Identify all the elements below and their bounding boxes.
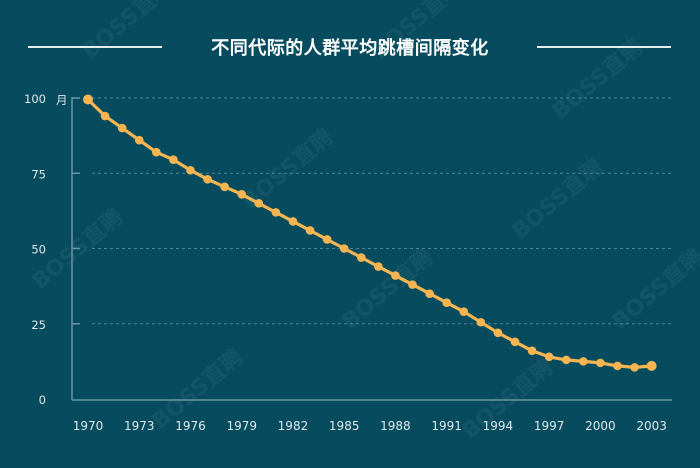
y-tick-label: 50	[31, 243, 46, 257]
data-point	[425, 289, 434, 298]
data-point	[408, 280, 417, 289]
title-decor-line-left	[28, 46, 162, 48]
y-tick-label: 75	[31, 167, 46, 181]
data-point	[646, 360, 657, 371]
y-axis-unit: 月	[56, 93, 68, 107]
title-decor-line-right	[537, 46, 671, 48]
x-tick-label: 1988	[380, 419, 411, 433]
data-point	[322, 235, 332, 244]
watermark-text: BOSS直聘	[507, 154, 608, 245]
data-point	[203, 174, 212, 184]
data-point	[579, 357, 588, 366]
data-point	[83, 94, 93, 105]
data-point	[117, 123, 127, 133]
data-point	[596, 358, 605, 368]
x-tick-label: 1976	[175, 419, 206, 433]
data-point	[544, 352, 554, 362]
x-tick-label: 1982	[278, 419, 309, 433]
y-tick-label: 25	[31, 318, 46, 332]
x-tick-label: 1979	[226, 419, 257, 433]
data-point	[442, 298, 451, 307]
data-point	[391, 271, 400, 280]
axes	[71, 97, 672, 401]
data-point	[510, 337, 520, 347]
y-tick-label: 0	[39, 393, 46, 407]
series-line	[86, 97, 654, 369]
data-point	[493, 328, 503, 338]
chart-title: 不同代际的人群平均跳槽间隔变化	[211, 38, 489, 59]
x-axis-labels: 1970 1973 1976 1979 1982 1985 1988 1991 1994 1997…	[73, 419, 667, 433]
x-tick-label: 1970	[73, 419, 104, 433]
x-tick-label: 2003	[636, 419, 667, 433]
data-point	[288, 217, 298, 226]
watermark-text: BOSS直聘	[367, 0, 468, 65]
y-tick-label: 100	[24, 92, 46, 106]
data-point	[220, 182, 229, 192]
data-point	[134, 135, 144, 145]
data-point	[339, 244, 349, 253]
watermark-text: BOSS直聘	[77, 0, 178, 65]
data-point	[237, 190, 247, 199]
data-point	[186, 165, 195, 175]
data-point	[305, 226, 315, 235]
data-points	[83, 94, 657, 372]
data-point	[374, 262, 383, 271]
watermark-text: BOSS直聘	[607, 244, 700, 335]
data-point	[561, 355, 571, 365]
x-tick-label: 1997	[534, 419, 565, 433]
data-point	[613, 361, 622, 371]
x-tick-label: 2000	[585, 419, 616, 433]
x-tick-label: 1994	[483, 419, 514, 433]
x-tick-label: 1991	[431, 419, 462, 433]
watermark-text: BOSS直聘	[547, 34, 648, 125]
data-point	[254, 199, 264, 208]
data-point	[169, 155, 178, 165]
y-axis-labels: 100 75 50 25 0	[24, 92, 46, 407]
data-point	[476, 317, 486, 327]
chart-title-row: 不同代际的人群平均跳槽间隔变化	[0, 28, 700, 64]
data-point	[356, 253, 366, 262]
data-point	[630, 363, 639, 372]
data-point	[152, 147, 161, 157]
data-point	[271, 208, 281, 217]
data-point	[527, 346, 537, 356]
x-tick-label: 1985	[329, 419, 360, 433]
data-point	[459, 307, 469, 317]
x-tick-label: 1973	[124, 419, 155, 433]
data-point	[100, 111, 110, 121]
